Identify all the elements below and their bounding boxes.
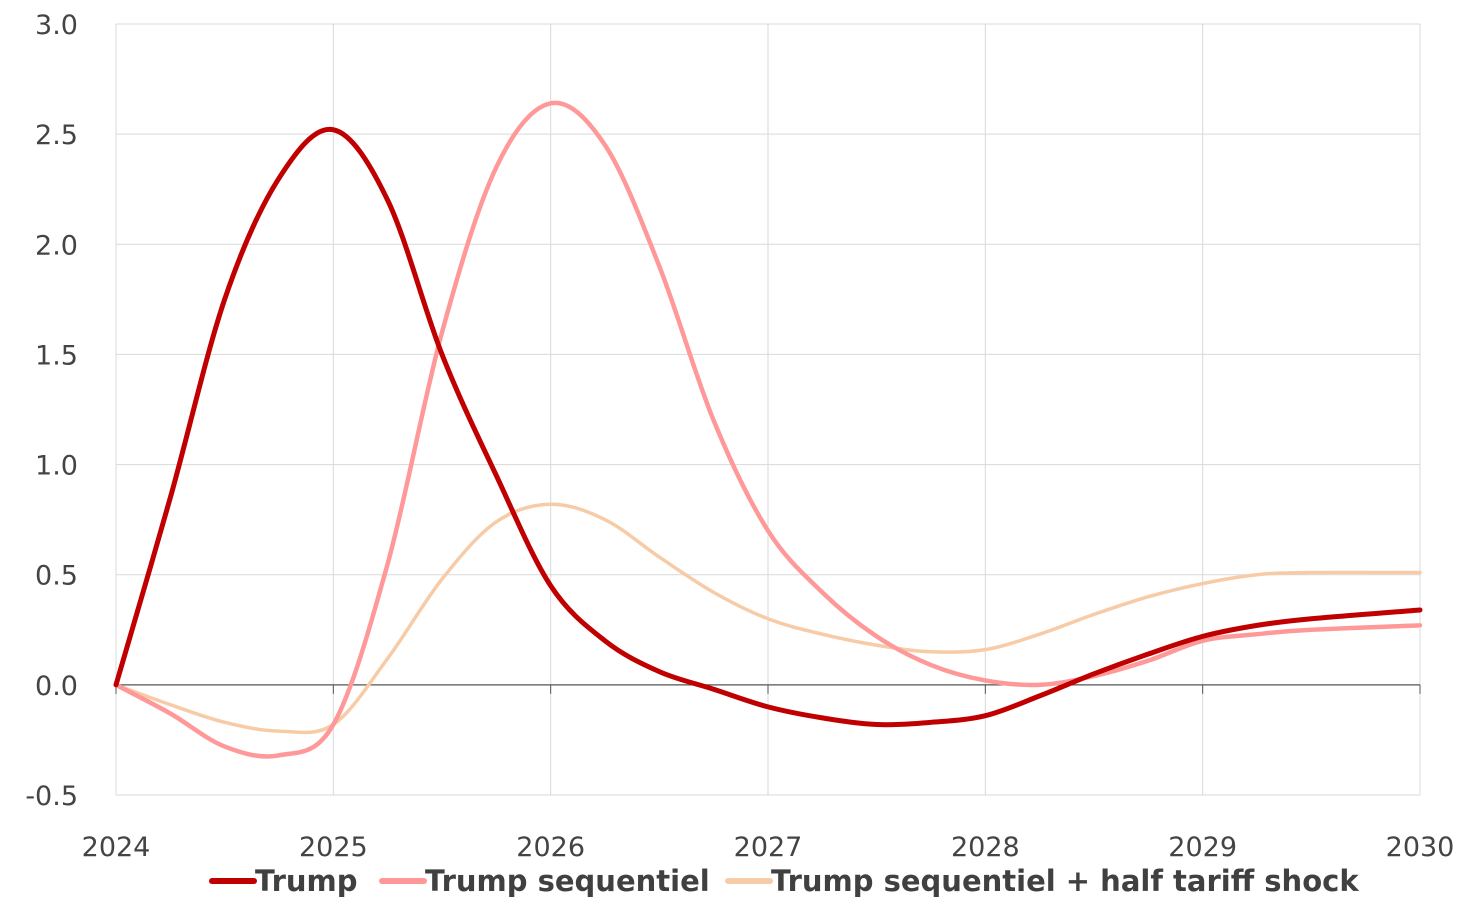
x-tick-label: 2029 [1168, 832, 1237, 863]
series-group [113, 100, 1423, 759]
y-tick-label: 2.5 [35, 120, 78, 151]
axes: -0.5 0.0 0.5 1.0 1.5 2.0 2.5 3.0 2024 2025 2026 202… [25, 10, 1454, 863]
y-tick-label: 1.0 [35, 451, 78, 482]
legend-item: Trump [209, 864, 358, 898]
x-tick-label: 2026 [516, 832, 585, 863]
y-tick-label: 1.5 [35, 340, 78, 371]
y-tick-label: 3.0 [35, 10, 78, 41]
x-tick-label: 2030 [1386, 832, 1455, 863]
series-line-trump-sequentiel [113, 100, 1423, 759]
legend: Trump Trump sequentiel Trump sequentiel + … [209, 864, 1359, 898]
y-tick-label: 0.5 [35, 561, 78, 592]
y-tick-label: 0.0 [35, 671, 78, 702]
grid [115, 23, 1421, 796]
legend-label: Trump sequentiel + half tariff shock [771, 864, 1359, 898]
legend-item: Trump sequentiel + half tariff shock [725, 864, 1359, 898]
x-tick-label: 2028 [951, 832, 1020, 863]
y-tick-label: -0.5 [25, 781, 78, 812]
x-tick-label: 2025 [299, 832, 368, 863]
series-line-trump [113, 126, 1423, 728]
legend-label: Trump sequentiel [425, 864, 710, 898]
legend-item: Trump sequentiel [379, 864, 710, 898]
y-tick-label: 2.0 [35, 230, 78, 261]
x-tick-label: 2024 [82, 832, 151, 863]
x-tick-label: 2027 [734, 832, 803, 863]
legend-label: Trump [255, 864, 358, 898]
